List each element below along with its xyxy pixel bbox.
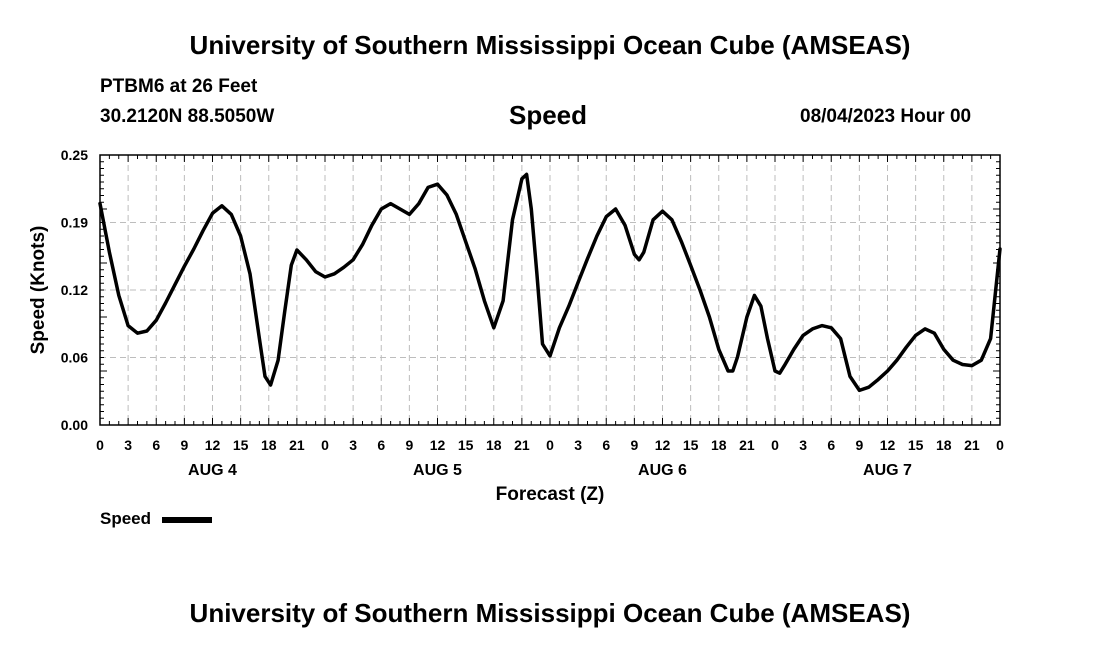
x-tick-label: 9 xyxy=(405,437,413,453)
variable-title: Speed xyxy=(509,100,588,130)
x-tick-label: 6 xyxy=(377,437,385,453)
x-tick-label: 21 xyxy=(739,437,755,453)
x-tick-label: 21 xyxy=(289,437,305,453)
x-tick-label: 12 xyxy=(880,437,896,453)
x-tick-label: 9 xyxy=(180,437,188,453)
x-tick-label: 9 xyxy=(855,437,863,453)
x-tick-label: 0 xyxy=(996,437,1004,453)
x-tick-label: 6 xyxy=(602,437,610,453)
speed-series-line xyxy=(98,172,1002,393)
x-tick-label: 15 xyxy=(908,437,924,453)
legend-label: Speed xyxy=(100,509,152,528)
x-tick-label: 21 xyxy=(964,437,980,453)
x-tick-label: 0 xyxy=(771,437,779,453)
x-tick-label: 0 xyxy=(546,437,554,453)
x-tick-label: 6 xyxy=(827,437,835,453)
x-tick-label: 3 xyxy=(799,437,807,453)
station-label: PTBM6 at 26 Feet xyxy=(100,76,258,97)
x-tick-label: 18 xyxy=(486,437,502,453)
chart-title: University of Southern Mississippi Ocean… xyxy=(189,30,911,60)
x-tick-label: 18 xyxy=(261,437,277,453)
x-tick-label: 21 xyxy=(514,437,530,453)
y-tick-label: 0.19 xyxy=(61,215,88,231)
legend-line-swatch xyxy=(162,517,212,523)
x-tick-label: 15 xyxy=(683,437,699,453)
x-tick-label: 0 xyxy=(321,437,329,453)
x-tick-label: 12 xyxy=(655,437,671,453)
x-axis-label: Forecast (Z) xyxy=(496,484,605,505)
x-tick-label: 18 xyxy=(936,437,952,453)
x-tick-label: 12 xyxy=(430,437,446,453)
y-tick-label: 0.06 xyxy=(61,350,88,366)
x-tick-label: 15 xyxy=(458,437,474,453)
y-tick-label: 0.00 xyxy=(61,417,88,433)
x-tick-label: 3 xyxy=(124,437,132,453)
x-tick-label: 6 xyxy=(152,437,160,453)
x-tick-label: 18 xyxy=(711,437,727,453)
y-axis-label: Speed (Knots) xyxy=(28,226,49,355)
y-tick-label: 0.25 xyxy=(61,147,88,163)
day-label: AUG 7 xyxy=(863,462,912,479)
x-tick-label: 15 xyxy=(233,437,249,453)
x-tick-label: 9 xyxy=(630,437,638,453)
y-tick-label: 0.12 xyxy=(61,282,88,298)
footer-title: University of Southern Mississippi Ocean… xyxy=(189,598,911,628)
x-tick-label: 0 xyxy=(96,437,104,453)
station-coords: 30.2120N 88.5050W xyxy=(100,106,275,127)
day-label: AUG 4 xyxy=(188,462,237,479)
x-tick-label: 12 xyxy=(205,437,221,453)
forecast-timestamp: 08/04/2023 Hour 00 xyxy=(800,106,972,127)
day-label: AUG 6 xyxy=(638,462,687,479)
day-label: AUG 5 xyxy=(413,462,462,479)
x-tick-label: 3 xyxy=(349,437,357,453)
plot-frame xyxy=(99,154,1001,426)
x-tick-label: 3 xyxy=(574,437,582,453)
